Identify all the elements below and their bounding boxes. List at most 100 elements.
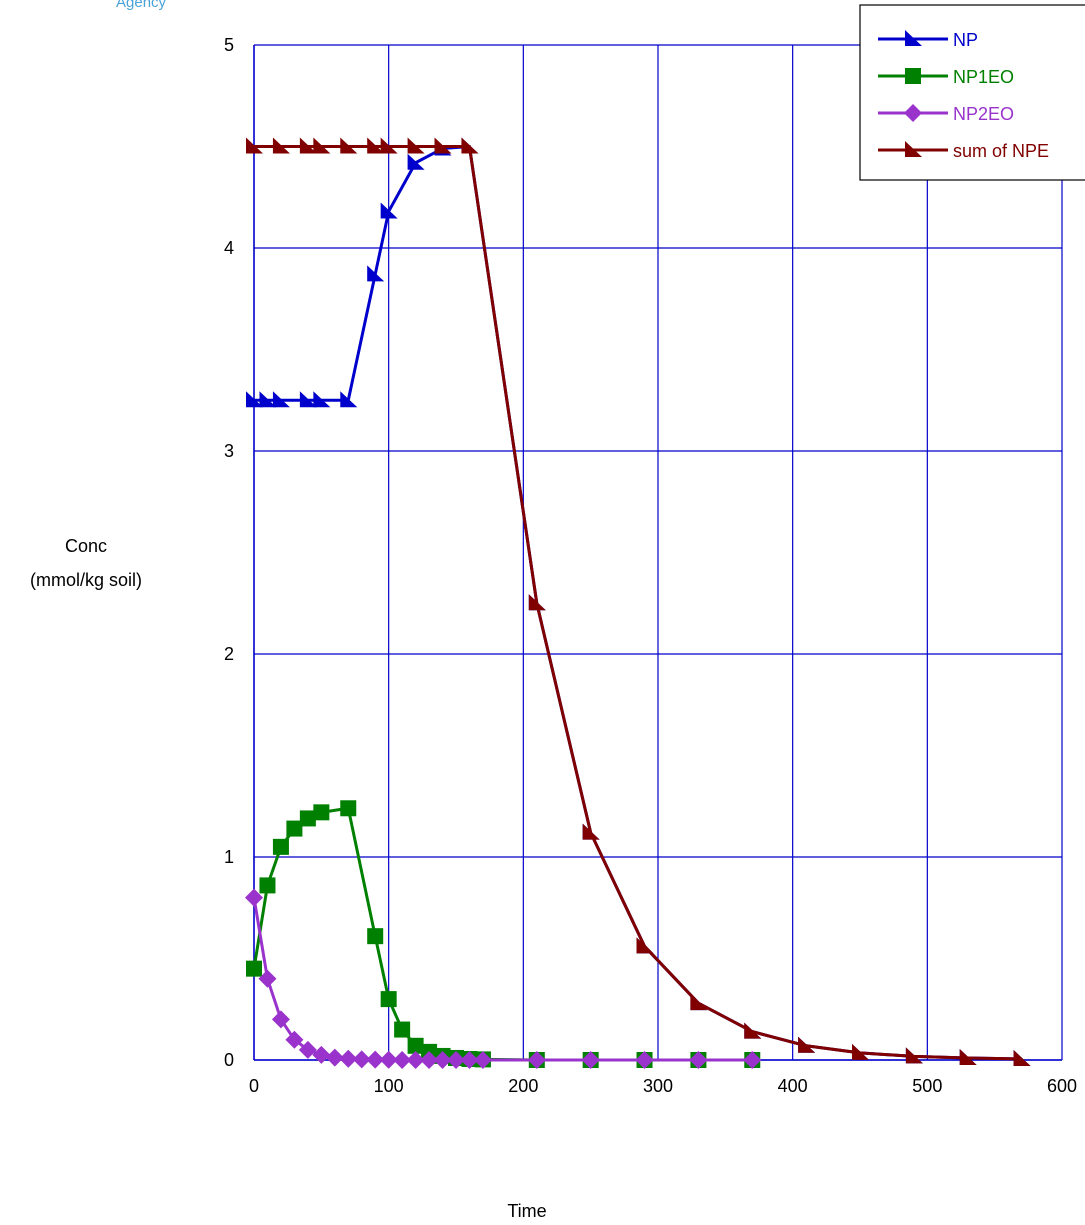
series-3-point-3 [313,137,331,154]
series-3-point-13 [690,994,708,1011]
legend-label-3: sum of NPE [953,141,1049,161]
series-3 [246,137,1031,1066]
series-2-point-11 [393,1051,412,1069]
series-2-point-7 [339,1049,358,1068]
series-2-point-17 [473,1051,492,1069]
series-2-point-8 [352,1050,371,1069]
series-0-point-8 [407,153,425,170]
y-tick-label-4: 4 [224,238,234,258]
series-1-point-6 [340,800,357,817]
series-3-point-8 [434,137,452,154]
series-3-point-19 [1013,1049,1031,1066]
legend-marker-3 [905,141,922,157]
x-tick-label-1: 100 [374,1076,404,1096]
series-3-point-0 [246,137,263,154]
x-tick-label-5: 500 [912,1076,942,1096]
y-axis-title-line2: (mmol/kg soil) [30,570,142,590]
series-0-point-2 [272,391,290,408]
series-0-point-5 [340,391,358,408]
series-0-point-0 [246,391,263,408]
series-layer [245,137,1031,1069]
y-tick-label-5: 5 [224,35,234,55]
legend-entry-3: sum of NPE [878,141,1049,161]
series-0 [246,137,1031,1066]
series-1-point-9 [394,1021,411,1038]
series-3-point-5 [367,137,385,154]
series-1 [246,800,761,1068]
legend-marker-1 [905,68,921,84]
x-tick-label-2: 200 [508,1076,538,1096]
x-tick-label-4: 400 [778,1076,808,1096]
series-1-point-7 [367,928,384,945]
x-axis-title: Time [507,1201,546,1221]
series-3-point-11 [582,823,600,840]
legend-entry-1: NP1EO [878,67,1014,87]
series-2-point-20 [635,1051,654,1069]
y-tick-label-3: 3 [224,441,234,461]
series-2-point-6 [325,1048,344,1067]
series-line-1 [252,806,753,1062]
series-2-point-1 [258,969,277,988]
series-1-point-10 [407,1037,424,1054]
series-1-point-2 [272,838,289,855]
series-2-point-18 [527,1051,546,1069]
series-line-2 [252,897,753,1062]
series-1-point-5 [313,804,330,821]
series-2-point-16 [460,1051,479,1069]
chart-grid [253,44,1063,1061]
legend-marker-0 [905,30,922,46]
y-axis-title-line1: Conc [65,536,107,556]
series-0-point-1 [259,391,277,408]
series-3-point-7 [407,137,425,154]
legend-marker-2 [904,104,922,122]
legend-entry-0: NP [878,30,978,50]
series-3-point-2 [299,137,317,154]
series-2-point-9 [366,1050,385,1069]
legend-label-1: NP1EO [953,67,1014,87]
series-2-point-10 [379,1050,398,1069]
series-2-point-0 [245,888,263,907]
legend-label-0: NP [953,30,978,50]
y-tick-label-1: 1 [224,847,234,867]
series-1-point-4 [299,810,316,827]
legend: NP NP1EO NP2EO sum of NPE [859,4,1085,181]
series-0-point-3 [299,391,317,408]
series-3-point-18 [959,1048,977,1065]
legend-entry-2: NP2EO [878,104,1014,124]
series-2-point-4 [298,1040,317,1059]
series-2-point-15 [447,1051,465,1069]
series-1-point-0 [246,960,262,977]
series-2-point-12 [406,1051,425,1069]
series-3-point-12 [636,937,654,954]
series-3-point-15 [798,1036,816,1053]
series-2-point-5 [312,1045,331,1064]
agency-label: Agency [116,0,167,11]
series-line-3 [254,145,1022,1061]
x-tick-label-6: 600 [1047,1076,1077,1096]
series-2-point-14 [433,1051,452,1069]
series-3-point-9 [461,137,479,154]
x-tick-label-3: 300 [643,1076,673,1096]
series-1-point-8 [380,991,397,1008]
x-tick-label-0: 0 [249,1076,259,1096]
series-0-point-4 [313,391,331,408]
series-2-point-19 [581,1051,600,1069]
series-2-point-3 [285,1030,304,1049]
series-3-point-6 [380,137,398,154]
tick-labels: 0 100 200 300 400 500 600 0 1 2 3 4 5 [224,35,1077,1096]
series-3-point-16 [852,1043,869,1060]
series-1-point-3 [286,820,303,837]
series-3-point-10 [528,594,546,611]
y-tick-label-0: 0 [224,1050,234,1070]
series-0-point-7 [380,202,398,219]
series-2-point-2 [271,1010,290,1029]
series-2 [245,888,762,1069]
legend-label-2: NP2EO [953,104,1014,124]
series-3-point-4 [340,137,358,154]
series-3-point-14 [744,1022,762,1039]
series-2-point-13 [420,1051,439,1069]
series-3-point-1 [272,137,290,154]
series-1-point-1 [259,877,276,894]
series-0-point-6 [367,265,385,282]
